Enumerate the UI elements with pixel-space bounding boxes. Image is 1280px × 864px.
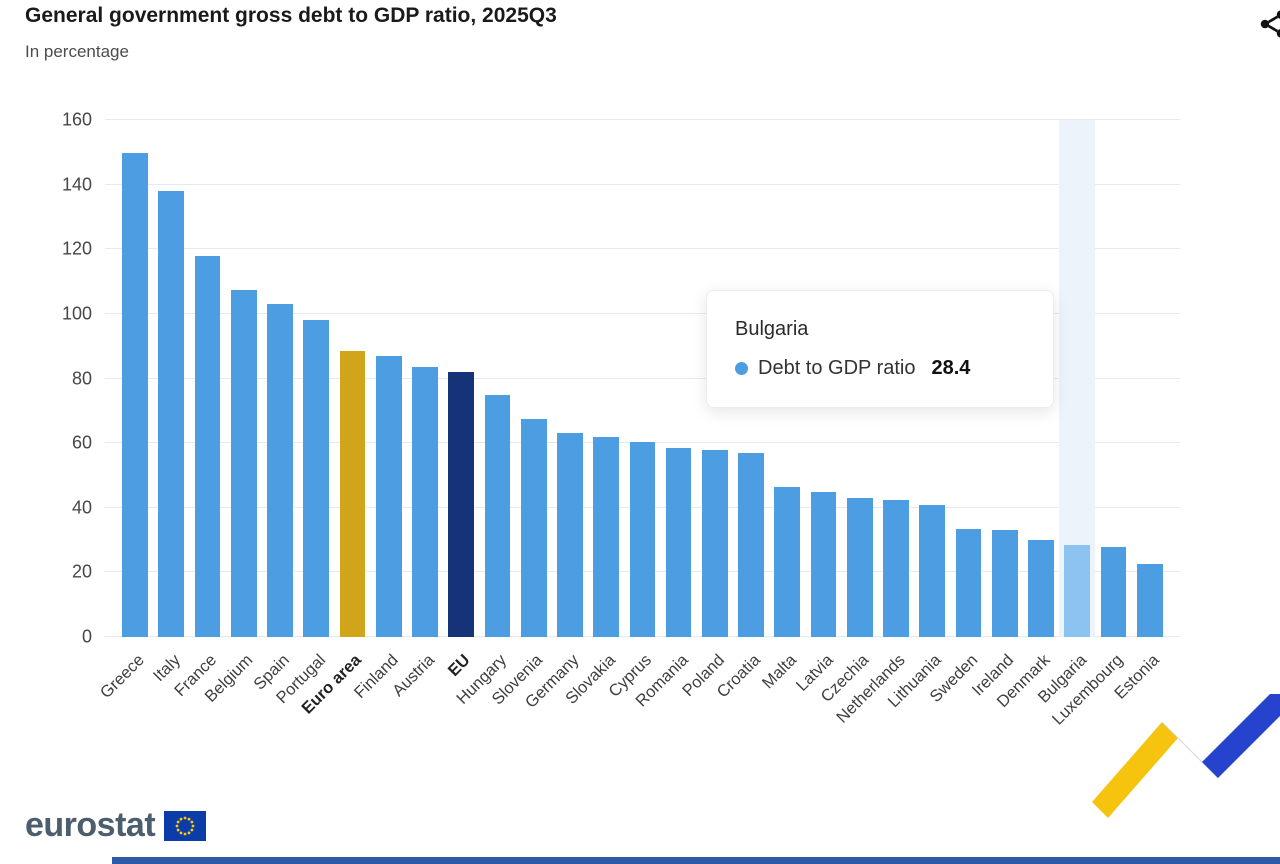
bar-slot [371, 120, 407, 637]
y-tick-label: 60 [71, 432, 92, 453]
y-tick-label: 80 [71, 368, 92, 388]
tooltip-series-row: Debt to GDP ratio 28.4 [735, 357, 1025, 380]
bar-luxembourg[interactable] [1100, 546, 1127, 637]
chart-title: General government gross debt to GDP rat… [25, 4, 557, 27]
bar-slot [298, 120, 334, 637]
bar-slot [842, 120, 878, 637]
bar-belgium[interactable] [230, 289, 257, 637]
bar-slot [226, 120, 262, 637]
plot-area [105, 119, 1180, 637]
bar-lithuania[interactable] [919, 504, 946, 637]
y-axis: 0 20 40 60 80 100 120 140 160 [0, 110, 92, 647]
bar-slot [189, 120, 225, 637]
bar-czechia[interactable] [846, 498, 873, 637]
bar-greece[interactable] [122, 152, 148, 637]
bar-slot [733, 120, 769, 637]
bar-italy[interactable] [158, 191, 185, 637]
bar-eu[interactable] [448, 372, 475, 637]
y-tick-label: 40 [71, 497, 92, 518]
footer-bar [112, 857, 1280, 864]
tooltip-country: Bulgaria [735, 318, 809, 340]
gridline [105, 183, 1180, 185]
bar-sweden[interactable] [955, 528, 982, 637]
bar-slot [516, 120, 552, 637]
eurostat-logo-text: eurostat [25, 806, 156, 844]
bar-slot [117, 120, 153, 637]
bar-slot [950, 120, 986, 637]
bar-spain[interactable] [267, 304, 293, 637]
bar-finland[interactable] [375, 355, 402, 637]
bar-slot [1132, 120, 1168, 637]
bar-slot [262, 120, 298, 637]
bar-romania[interactable] [665, 447, 692, 637]
x-axis-label: Greece [96, 651, 148, 702]
bar-slot [588, 120, 624, 637]
gridline [105, 248, 1180, 250]
bar-slot [661, 120, 697, 637]
x-axis-label: Malta [758, 651, 801, 693]
bar-netherlands[interactable] [883, 499, 909, 637]
bar-slot [878, 120, 914, 637]
x-axis-labels: Greece Italy France Belgium Spain Portugal Eur… [97, 643, 1180, 773]
bar-malta[interactable] [774, 486, 801, 637]
y-tick-label: 140 [61, 174, 92, 195]
eurostat-ribbon-graphic [1092, 694, 1280, 818]
bar-denmark[interactable] [1028, 540, 1054, 637]
bar-slot [1023, 120, 1059, 637]
bar-slot [334, 120, 370, 637]
dot-icon [735, 362, 748, 375]
bar-latvia[interactable] [810, 491, 837, 637]
bar-ireland[interactable] [991, 530, 1018, 637]
y-tick-label: 100 [61, 303, 92, 324]
bar-slovakia[interactable] [593, 436, 620, 637]
bars [105, 120, 1180, 637]
bar-estonia[interactable] [1136, 564, 1163, 637]
bar-slot [153, 120, 189, 637]
bar-slovenia[interactable] [520, 418, 547, 637]
bar-slot [479, 120, 515, 637]
y-tick-label: 20 [71, 561, 92, 582]
y-tick-label: 160 [61, 109, 92, 130]
share-icon[interactable] [1257, 8, 1280, 40]
bar-france[interactable] [194, 255, 221, 637]
bar-bulgaria[interactable] [1064, 545, 1091, 637]
eu-flag-icon [164, 810, 207, 841]
bar-euro-area[interactable] [339, 351, 366, 637]
bar-portugal[interactable] [303, 320, 330, 637]
gridline [105, 377, 1180, 379]
bar-cyprus[interactable] [629, 441, 656, 637]
bar-slot [1095, 120, 1131, 637]
bar-croatia[interactable] [738, 452, 764, 637]
tooltip-series-label: Debt to GDP ratio [758, 357, 916, 379]
bar-slot [805, 120, 841, 637]
bar-slot [987, 120, 1023, 637]
gridline [105, 312, 1180, 314]
bar-germany[interactable] [557, 433, 583, 637]
tooltip-value: 28.4 [931, 357, 971, 379]
y-tick-label: 0 [81, 626, 92, 647]
eurostat-logo: eurostat [25, 806, 207, 845]
bar-slot [407, 120, 443, 637]
bar-slot [1059, 120, 1096, 637]
bar-slot [624, 120, 660, 637]
y-tick-label: 120 [61, 238, 92, 259]
tooltip: Bulgaria Debt to GDP ratio 28.4 [706, 290, 1054, 408]
bar-slot [914, 120, 950, 637]
bar-austria[interactable] [412, 367, 438, 637]
gridline [105, 119, 1180, 120]
chart-subtitle: In percentage [25, 42, 129, 61]
bar-slot [769, 120, 805, 637]
bar-hungary[interactable] [484, 394, 511, 637]
bar-poland[interactable] [702, 449, 728, 637]
bar-slot [697, 120, 733, 637]
bar-slot [443, 120, 479, 637]
bar-slot [552, 120, 588, 637]
